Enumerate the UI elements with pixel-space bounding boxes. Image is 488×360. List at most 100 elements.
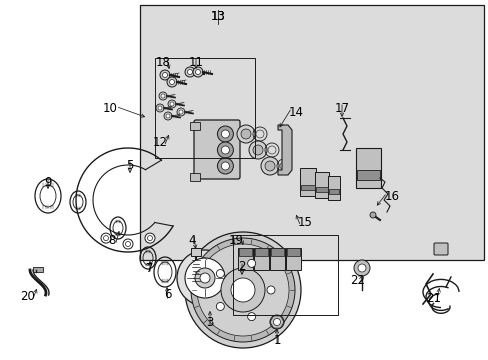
Circle shape	[247, 312, 255, 321]
Circle shape	[195, 268, 215, 288]
Text: 22: 22	[350, 274, 365, 287]
Circle shape	[161, 94, 164, 98]
Bar	[356, 170, 379, 180]
Circle shape	[247, 259, 255, 267]
Bar	[254, 248, 267, 256]
Text: 11: 11	[188, 55, 203, 68]
Bar	[191, 248, 201, 256]
Circle shape	[273, 319, 280, 325]
Circle shape	[221, 130, 229, 138]
Bar	[238, 248, 252, 270]
Text: 17: 17	[334, 102, 349, 114]
Circle shape	[187, 69, 192, 75]
Circle shape	[101, 233, 111, 243]
Bar	[286, 248, 299, 256]
Circle shape	[261, 157, 279, 175]
Circle shape	[269, 315, 284, 329]
Circle shape	[193, 67, 203, 77]
Circle shape	[159, 92, 167, 100]
Text: 2: 2	[238, 261, 245, 274]
Circle shape	[197, 244, 288, 336]
Circle shape	[217, 142, 233, 158]
Text: 15: 15	[297, 216, 312, 229]
Text: 1: 1	[273, 333, 280, 346]
Text: 7: 7	[146, 261, 153, 275]
Text: 10: 10	[102, 102, 117, 114]
Circle shape	[158, 106, 162, 110]
Circle shape	[170, 102, 174, 106]
Circle shape	[123, 239, 133, 249]
Circle shape	[216, 302, 224, 310]
Circle shape	[156, 104, 163, 112]
Circle shape	[145, 233, 155, 243]
Bar	[155, 58, 254, 158]
Bar	[327, 176, 339, 200]
Circle shape	[216, 270, 224, 278]
Text: 19: 19	[228, 234, 243, 247]
Text: 16: 16	[384, 189, 399, 202]
Circle shape	[369, 212, 375, 218]
FancyBboxPatch shape	[194, 120, 240, 179]
Circle shape	[179, 110, 183, 114]
Text: 8: 8	[108, 234, 116, 247]
Text: 20: 20	[20, 289, 35, 302]
Circle shape	[160, 70, 170, 80]
Circle shape	[241, 129, 250, 139]
Circle shape	[177, 250, 232, 306]
Circle shape	[167, 77, 177, 87]
Circle shape	[217, 158, 233, 174]
Bar	[269, 248, 285, 270]
Circle shape	[248, 141, 266, 159]
Circle shape	[252, 145, 263, 155]
Bar	[33, 267, 43, 272]
Text: 13: 13	[210, 9, 225, 23]
Circle shape	[200, 273, 209, 283]
Text: 4: 4	[188, 234, 195, 247]
Text: 3: 3	[206, 315, 213, 328]
Circle shape	[357, 264, 365, 272]
Bar	[239, 248, 251, 256]
Bar	[301, 185, 314, 190]
Circle shape	[230, 278, 254, 302]
Bar	[140, 5, 483, 260]
Bar	[253, 248, 268, 270]
Bar	[270, 248, 284, 256]
Circle shape	[217, 126, 233, 142]
Circle shape	[163, 112, 172, 120]
Circle shape	[191, 238, 294, 342]
Bar	[190, 122, 200, 130]
Circle shape	[168, 100, 176, 108]
Circle shape	[165, 114, 170, 118]
Bar	[315, 187, 327, 192]
Text: 6: 6	[164, 288, 171, 302]
Bar	[285, 248, 301, 270]
Bar	[328, 189, 338, 194]
Bar	[299, 168, 315, 196]
Text: 14: 14	[288, 105, 303, 118]
Polygon shape	[278, 125, 291, 175]
Circle shape	[221, 268, 264, 312]
Text: 9: 9	[44, 176, 52, 189]
FancyBboxPatch shape	[433, 243, 447, 255]
Text: 18: 18	[155, 55, 170, 68]
Text: 13: 13	[210, 9, 225, 23]
Circle shape	[221, 162, 229, 170]
Text: 12: 12	[152, 135, 167, 149]
Circle shape	[184, 67, 195, 77]
Bar	[355, 148, 380, 188]
Circle shape	[266, 286, 274, 294]
Circle shape	[162, 72, 167, 77]
Circle shape	[177, 108, 184, 116]
Circle shape	[221, 146, 229, 154]
Bar	[232, 235, 337, 315]
Bar	[190, 173, 200, 181]
Circle shape	[237, 125, 254, 143]
Circle shape	[184, 232, 301, 348]
Bar	[314, 172, 328, 198]
Circle shape	[264, 161, 274, 171]
Circle shape	[353, 260, 369, 276]
Circle shape	[184, 258, 224, 298]
Circle shape	[169, 80, 174, 85]
Circle shape	[195, 69, 200, 75]
Text: 5: 5	[126, 158, 133, 171]
